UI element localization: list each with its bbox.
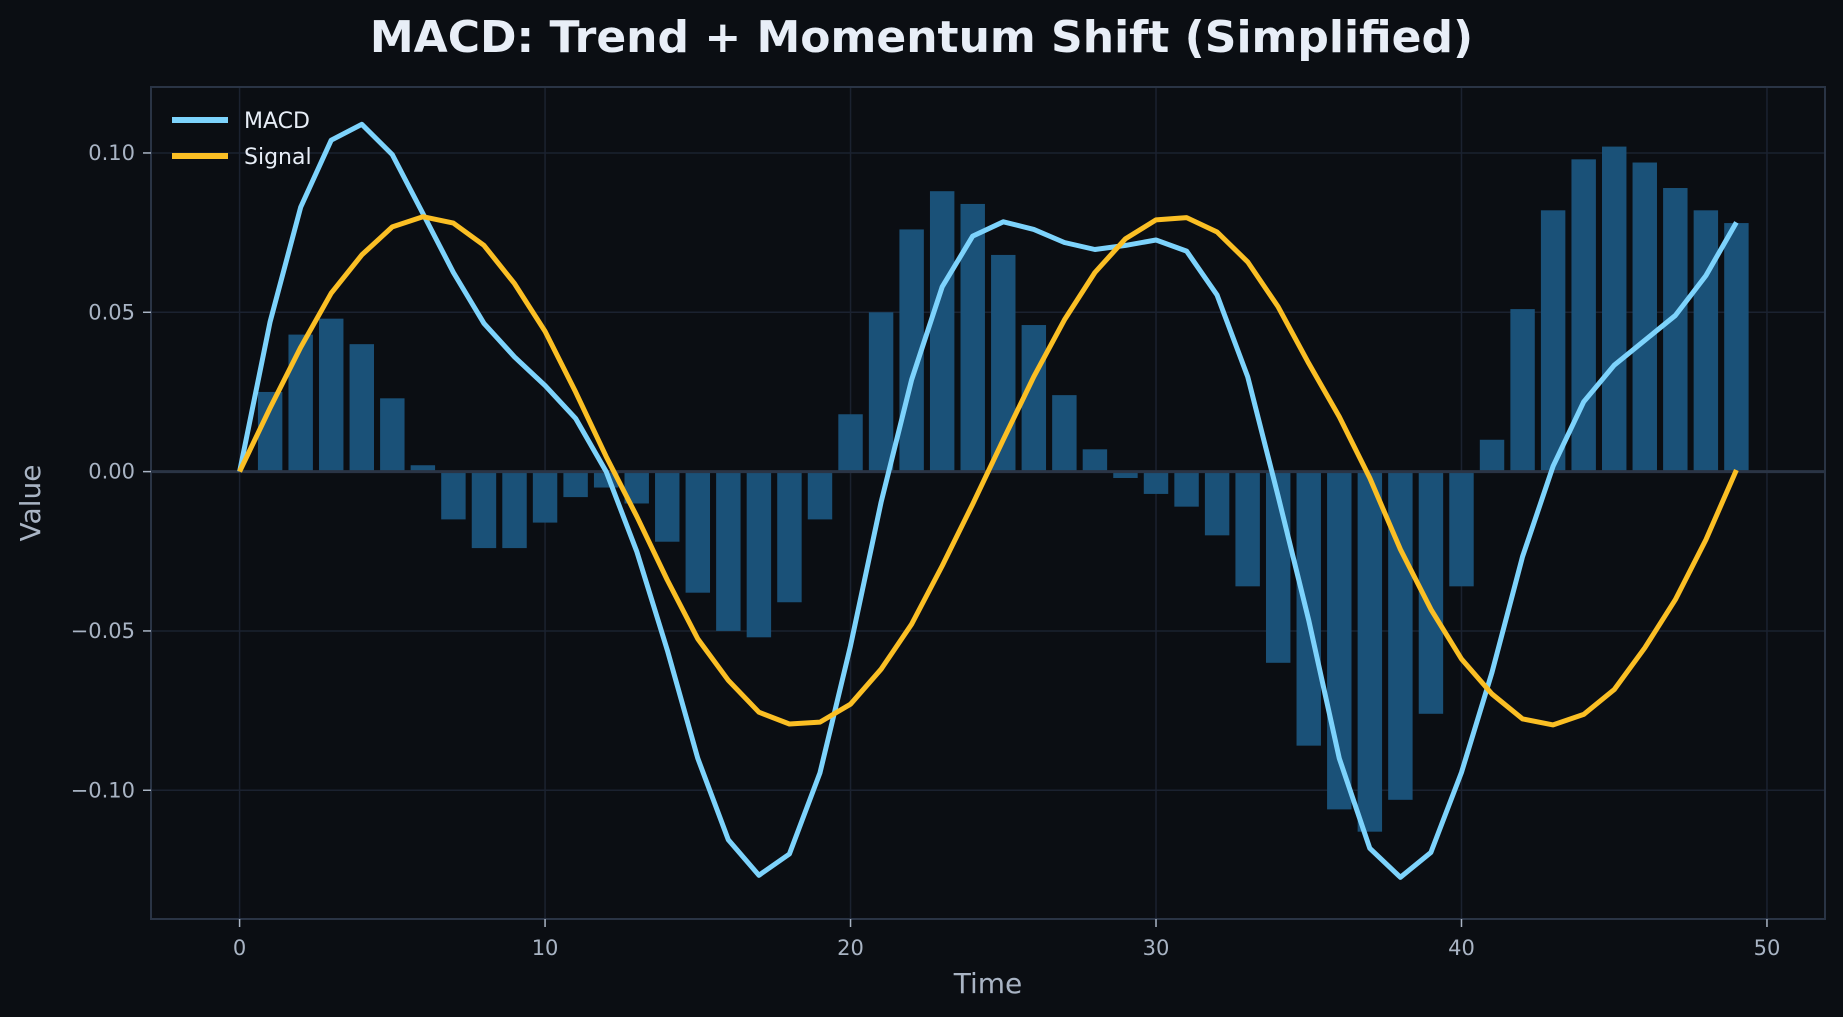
signal-line xyxy=(237,214,1739,728)
histogram-bar xyxy=(1510,309,1535,472)
histogram-bar xyxy=(410,465,436,472)
histogram-bar xyxy=(1693,210,1719,472)
series-lines xyxy=(237,121,1739,880)
histogram-bar xyxy=(960,203,985,472)
histogram-bar xyxy=(502,471,527,549)
histogram-bar xyxy=(1632,162,1657,472)
legend-label-signal: Signal xyxy=(244,145,312,170)
histogram-bar xyxy=(1174,471,1199,507)
y-tick-label: 0.10 xyxy=(88,141,135,165)
histogram-bar xyxy=(929,191,955,472)
histogram-bar xyxy=(746,471,772,638)
legend: MACD Signal xyxy=(172,109,312,170)
histogram-bar xyxy=(655,471,680,542)
histogram-bar xyxy=(1724,223,1749,472)
y-axis-label: Value xyxy=(14,465,47,542)
histogram-bar xyxy=(532,471,558,523)
histogram-bar xyxy=(563,471,588,498)
histogram-bar xyxy=(1663,188,1688,472)
histogram-bar xyxy=(349,344,374,472)
x-tick-label: 0 xyxy=(233,936,246,960)
histogram-bar xyxy=(1082,449,1108,472)
histogram-bar xyxy=(1143,471,1169,494)
y-tick-label: −0.10 xyxy=(71,778,135,802)
x-axis-label: Time xyxy=(953,967,1023,1000)
histogram-bar xyxy=(1602,146,1627,472)
histogram-bar xyxy=(1479,439,1505,472)
histogram-bar xyxy=(1388,471,1413,800)
x-tick-label: 20 xyxy=(837,936,864,960)
histogram-bar xyxy=(1113,471,1138,478)
y-axis-ticks: −0.10 −0.05 0.00 0.05 0.10 xyxy=(71,141,151,802)
histogram-bar xyxy=(807,471,833,520)
histogram-bar xyxy=(1296,471,1321,746)
chart-title: MACD: Trend + Momentum Shift (Simplified… xyxy=(369,12,1474,63)
histogram-bar xyxy=(1235,471,1260,587)
histogram-bar xyxy=(1204,471,1230,536)
y-tick-label: 0.05 xyxy=(88,300,135,324)
histogram-bar xyxy=(1052,395,1077,472)
histogram-bar xyxy=(716,471,741,631)
histogram-bar xyxy=(868,312,894,472)
x-tick-label: 30 xyxy=(1143,936,1170,960)
axes-frame xyxy=(150,86,1826,920)
histogram-bar xyxy=(380,398,405,472)
histogram-bar xyxy=(1540,210,1566,472)
histogram-bar xyxy=(1357,471,1383,832)
legend-label-macd: MACD xyxy=(244,109,310,134)
histogram-bar xyxy=(441,471,466,520)
histogram-bar xyxy=(777,471,802,603)
histogram-bar xyxy=(471,471,497,549)
histogram-bar xyxy=(319,318,344,472)
x-tick-label: 40 xyxy=(1448,936,1475,960)
y-tick-label: 0.00 xyxy=(88,460,135,484)
histogram-bar xyxy=(685,471,711,593)
histogram-bar xyxy=(838,414,863,472)
histogram-bar xyxy=(288,334,313,472)
x-tick-label: 10 xyxy=(532,936,559,960)
histogram-bar xyxy=(1449,471,1474,587)
x-tick-label: 50 xyxy=(1754,936,1781,960)
x-axis-ticks: 0 10 20 30 40 50 xyxy=(233,919,1780,960)
y-tick-label: −0.05 xyxy=(71,619,135,643)
histogram-bars xyxy=(257,146,1749,832)
